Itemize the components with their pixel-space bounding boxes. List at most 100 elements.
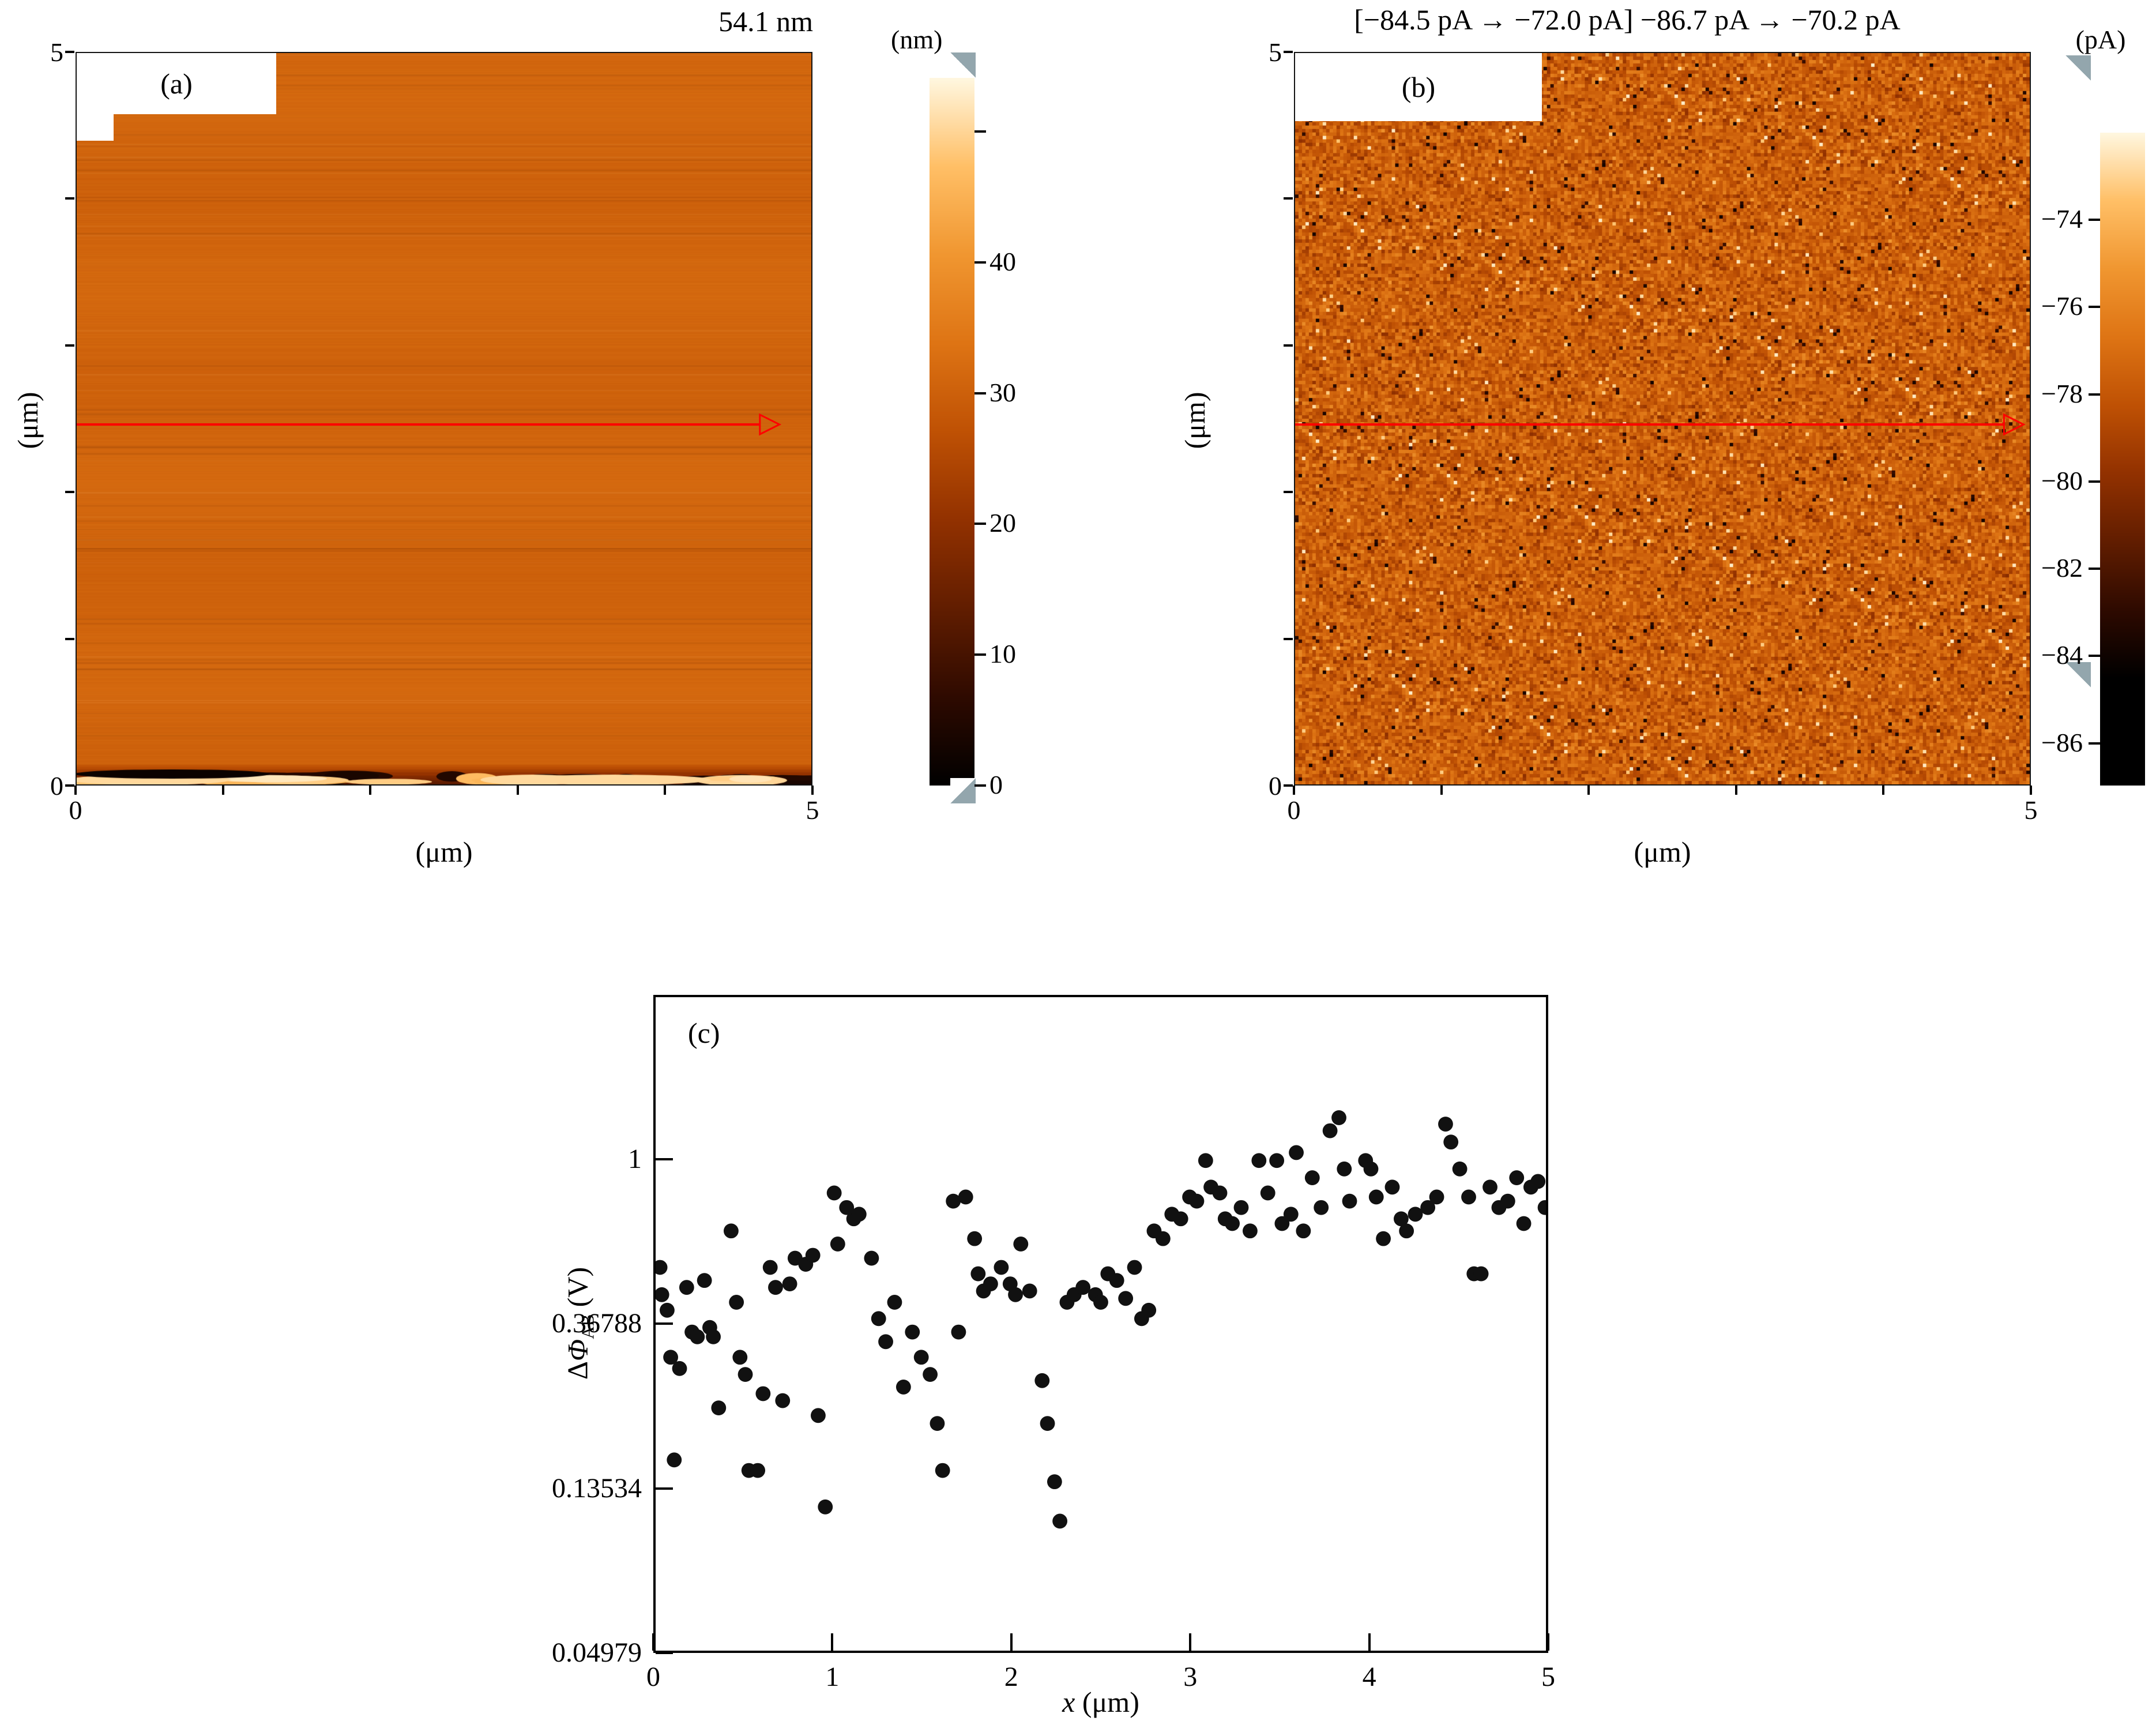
x-axis-tick: [1587, 786, 1590, 795]
data-point: [1516, 1216, 1532, 1231]
colorbar-b-tick: [2089, 306, 2100, 309]
data-point: [1155, 1231, 1171, 1246]
kelvin-probe-scatter-panel: [653, 995, 1548, 1653]
data-point: [1461, 1189, 1476, 1205]
data-point: [983, 1276, 998, 1292]
x-axis-tick: [1440, 786, 1443, 795]
data-point: [1500, 1193, 1515, 1209]
panel-a-ytick-min: 0: [50, 771, 63, 801]
data-point: [1022, 1283, 1037, 1299]
y-axis-tick: [1284, 491, 1293, 494]
data-point: [913, 1350, 929, 1365]
data-point: [1393, 1211, 1409, 1227]
panel-b-xtick-min: 0: [1287, 795, 1301, 825]
data-point: [839, 1200, 855, 1215]
data-point: [946, 1193, 961, 1209]
data-point: [1127, 1260, 1142, 1275]
data-point: [1109, 1273, 1124, 1288]
colorbar-b-tick-label: −84: [2041, 640, 2083, 670]
data-point: [1233, 1200, 1249, 1215]
colorbar-b-tick: [2089, 568, 2100, 570]
current-map-panel: (b): [1294, 52, 2031, 786]
y-axis-tick: [1284, 51, 1293, 53]
data-point: [970, 1266, 986, 1282]
data-point: [750, 1463, 766, 1478]
data-point: [1289, 1145, 1304, 1160]
colorbar-a-top-marker-icon: [950, 52, 976, 78]
x-axis-tick: [516, 786, 519, 795]
panel-c-x-tick: [831, 1633, 834, 1651]
y-axis-tick: [65, 197, 74, 200]
panel-c-y-tick: [656, 1322, 673, 1325]
panel-c-x-tick: [1547, 1633, 1549, 1651]
data-point: [768, 1280, 783, 1295]
colorbar-b-tick-label: −86: [2041, 727, 2083, 757]
colorbar-b-tick: [2089, 655, 2100, 657]
data-point: [711, 1400, 727, 1416]
colorbar-a-tick: [974, 784, 986, 787]
y-axis-tick: [65, 784, 74, 787]
data-point: [1047, 1474, 1062, 1490]
data-point: [667, 1452, 682, 1468]
panel-c-y-tick-label: 0.13534: [552, 1472, 642, 1504]
data-point: [805, 1247, 821, 1263]
colorbar-b-tick: [2089, 742, 2100, 745]
panel-b-label-box: (b): [1295, 53, 1542, 121]
panel-b-label: (b): [1401, 71, 1436, 103]
data-point: [1118, 1291, 1134, 1306]
panel-b-yaxis-label: (μm): [1179, 392, 1211, 449]
data-point: [1322, 1123, 1338, 1138]
panel-c-y-tick: [656, 1651, 673, 1654]
data-point: [1429, 1189, 1444, 1205]
colorbar-a-tick: [974, 392, 986, 394]
profile-arrow-icon: [2003, 413, 2026, 436]
data-point: [1331, 1110, 1346, 1125]
colorbar-b-tick-label: −74: [2041, 204, 2083, 234]
colorbar-a-tick: [974, 261, 986, 264]
colorbar-a-tick: [974, 523, 986, 525]
data-point: [830, 1237, 845, 1252]
data-point: [738, 1367, 753, 1382]
scatter-plot: [656, 1110, 1546, 1529]
data-point: [887, 1295, 902, 1310]
colorbar-b-tick: [2089, 480, 2100, 483]
y-axis-tick: [1284, 344, 1293, 347]
data-point: [878, 1334, 893, 1350]
data-point: [1212, 1185, 1228, 1201]
panel-c-xaxis-label: x (μm): [985, 1685, 1216, 1719]
panel-c-x-tick: [1010, 1633, 1013, 1651]
data-point: [1225, 1216, 1240, 1231]
delta-symbol: Δ: [561, 1361, 594, 1380]
panel-b-ytick-min: 0: [1269, 771, 1282, 801]
phi-symbol: Φ: [561, 1339, 594, 1361]
data-point: [994, 1260, 1009, 1275]
data-point: [905, 1324, 920, 1340]
data-point: [1408, 1207, 1423, 1222]
y-axis-tick: [65, 637, 74, 640]
data-point: [1314, 1200, 1329, 1215]
panel-a-yaxis-label: (μm): [12, 392, 44, 449]
data-point: [967, 1231, 983, 1246]
colorbar-b: [2100, 133, 2145, 786]
data-point: [1269, 1153, 1285, 1168]
colorbar-b-tick: [2089, 219, 2100, 221]
panel-a-xtick-max: 5: [806, 795, 819, 825]
panel-a-label-box: (a): [77, 53, 276, 114]
data-point: [1260, 1185, 1275, 1201]
data-point: [656, 1287, 669, 1302]
data-point: [1052, 1513, 1068, 1529]
panel-c-x-tick: [652, 1633, 654, 1651]
x-axis-tick: [1734, 786, 1737, 795]
current-heatmap-canvas: [1295, 53, 2030, 784]
panel-c-y-tick: [656, 1487, 673, 1490]
colorbar-b-tick: [2089, 393, 2100, 396]
data-point: [1198, 1153, 1213, 1168]
colorbar-b-range-marker-icon: [2065, 662, 2091, 687]
x-axis-tick: [369, 786, 372, 795]
data-point: [1283, 1207, 1299, 1222]
panel-a-ytick-max: 5: [50, 37, 63, 67]
panel-c-y-tick: [656, 1158, 673, 1161]
x-axis-tick: [2030, 786, 2032, 795]
data-point: [1363, 1161, 1379, 1177]
